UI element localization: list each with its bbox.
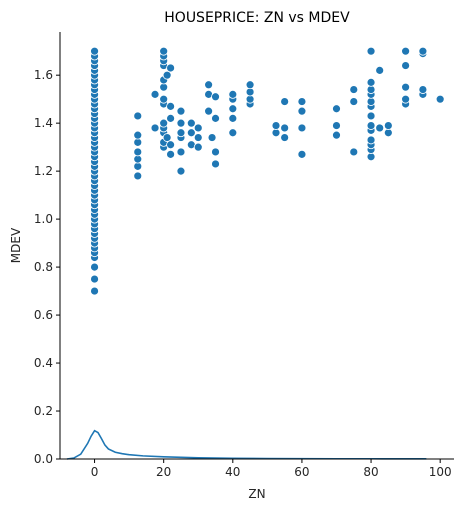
data-points-layer [90, 46, 445, 296]
data-point [166, 63, 176, 73]
data-point [297, 149, 307, 159]
data-point [90, 286, 99, 296]
data-point [166, 140, 176, 150]
y-tick-label: 0.2 [34, 404, 53, 418]
data-point [375, 65, 385, 75]
data-point [366, 111, 376, 121]
data-point [332, 104, 341, 114]
data-point [211, 147, 220, 157]
data-point [383, 121, 393, 130]
y-tick-label: 0.4 [34, 356, 53, 370]
data-point [280, 97, 290, 106]
data-point [159, 118, 169, 128]
data-point [204, 106, 214, 116]
x-tick-label: 40 [225, 465, 240, 479]
data-point [162, 70, 172, 80]
data-point [228, 113, 238, 123]
data-point [90, 262, 99, 272]
data-point [193, 123, 203, 133]
data-point [90, 46, 99, 56]
x-axis-ticks: 0 20 40 60 80 100 [91, 459, 452, 479]
data-point [401, 82, 411, 92]
data-point [211, 113, 220, 123]
data-point [228, 89, 238, 99]
data-point [133, 137, 143, 147]
data-point [366, 46, 376, 56]
data-point [211, 159, 220, 169]
x-tick-label: 20 [156, 465, 171, 479]
data-point [297, 123, 307, 133]
data-point [271, 121, 281, 130]
data-point [418, 85, 428, 94]
data-point [193, 133, 203, 142]
x-tick-label: 60 [294, 465, 309, 479]
data-point [280, 133, 290, 142]
x-axis-title: ZN [248, 487, 265, 501]
y-tick-label: 1.0 [34, 212, 53, 226]
data-point [133, 171, 143, 181]
y-tick-label: 0.0 [34, 452, 53, 466]
data-point [375, 123, 385, 133]
y-tick-label: 0.6 [34, 308, 53, 322]
data-point [166, 101, 176, 111]
y-tick-label: 1.6 [34, 68, 53, 82]
x-tick-label: 80 [363, 465, 378, 479]
data-point [297, 106, 307, 116]
y-tick-label: 0.8 [34, 260, 53, 274]
data-point [166, 149, 176, 159]
data-point [133, 130, 143, 140]
data-point [349, 97, 359, 106]
data-point [245, 80, 255, 90]
data-point [211, 92, 220, 102]
data-point [349, 147, 359, 157]
data-point [228, 128, 238, 138]
data-point [207, 133, 217, 142]
data-point [435, 94, 445, 104]
data-point [150, 89, 160, 99]
y-axis-ticks: 0.0 0.2 0.4 0.6 0.8 1.0 1.2 1.4 1.6 [34, 68, 60, 466]
data-point [280, 123, 290, 133]
data-point [159, 94, 169, 104]
data-point [401, 94, 411, 104]
kde-curve-layer [66, 429, 427, 460]
data-point [176, 147, 186, 157]
data-point [90, 274, 99, 284]
x-tick-label: 100 [429, 465, 452, 479]
data-point [150, 123, 160, 133]
data-point [176, 118, 186, 128]
data-point [332, 121, 341, 130]
data-point [193, 142, 203, 152]
y-tick-label: 1.2 [34, 164, 53, 178]
data-point [349, 85, 359, 94]
data-point [162, 133, 172, 142]
data-point [418, 46, 428, 56]
data-point [297, 97, 307, 106]
data-point [366, 135, 376, 145]
data-point [166, 113, 176, 123]
data-point [204, 80, 214, 90]
chart-title: HOUSEPRICE: ZN vs MDEV [164, 10, 350, 26]
data-point [228, 104, 238, 114]
data-point [366, 152, 376, 162]
data-point [366, 77, 376, 87]
data-point [159, 46, 169, 56]
data-point [176, 166, 186, 176]
data-point [176, 128, 186, 138]
data-point [176, 106, 186, 116]
x-tick-label: 0 [91, 465, 99, 479]
data-point [366, 121, 376, 130]
data-point [186, 128, 196, 138]
y-tick-label: 1.4 [34, 116, 53, 130]
data-point [133, 111, 143, 121]
y-axis-title: MDEV [9, 227, 23, 263]
kde-line [66, 429, 427, 460]
data-point [401, 61, 411, 70]
data-point [186, 118, 196, 128]
data-point [332, 130, 341, 140]
data-point [133, 147, 143, 157]
data-point [401, 46, 411, 56]
